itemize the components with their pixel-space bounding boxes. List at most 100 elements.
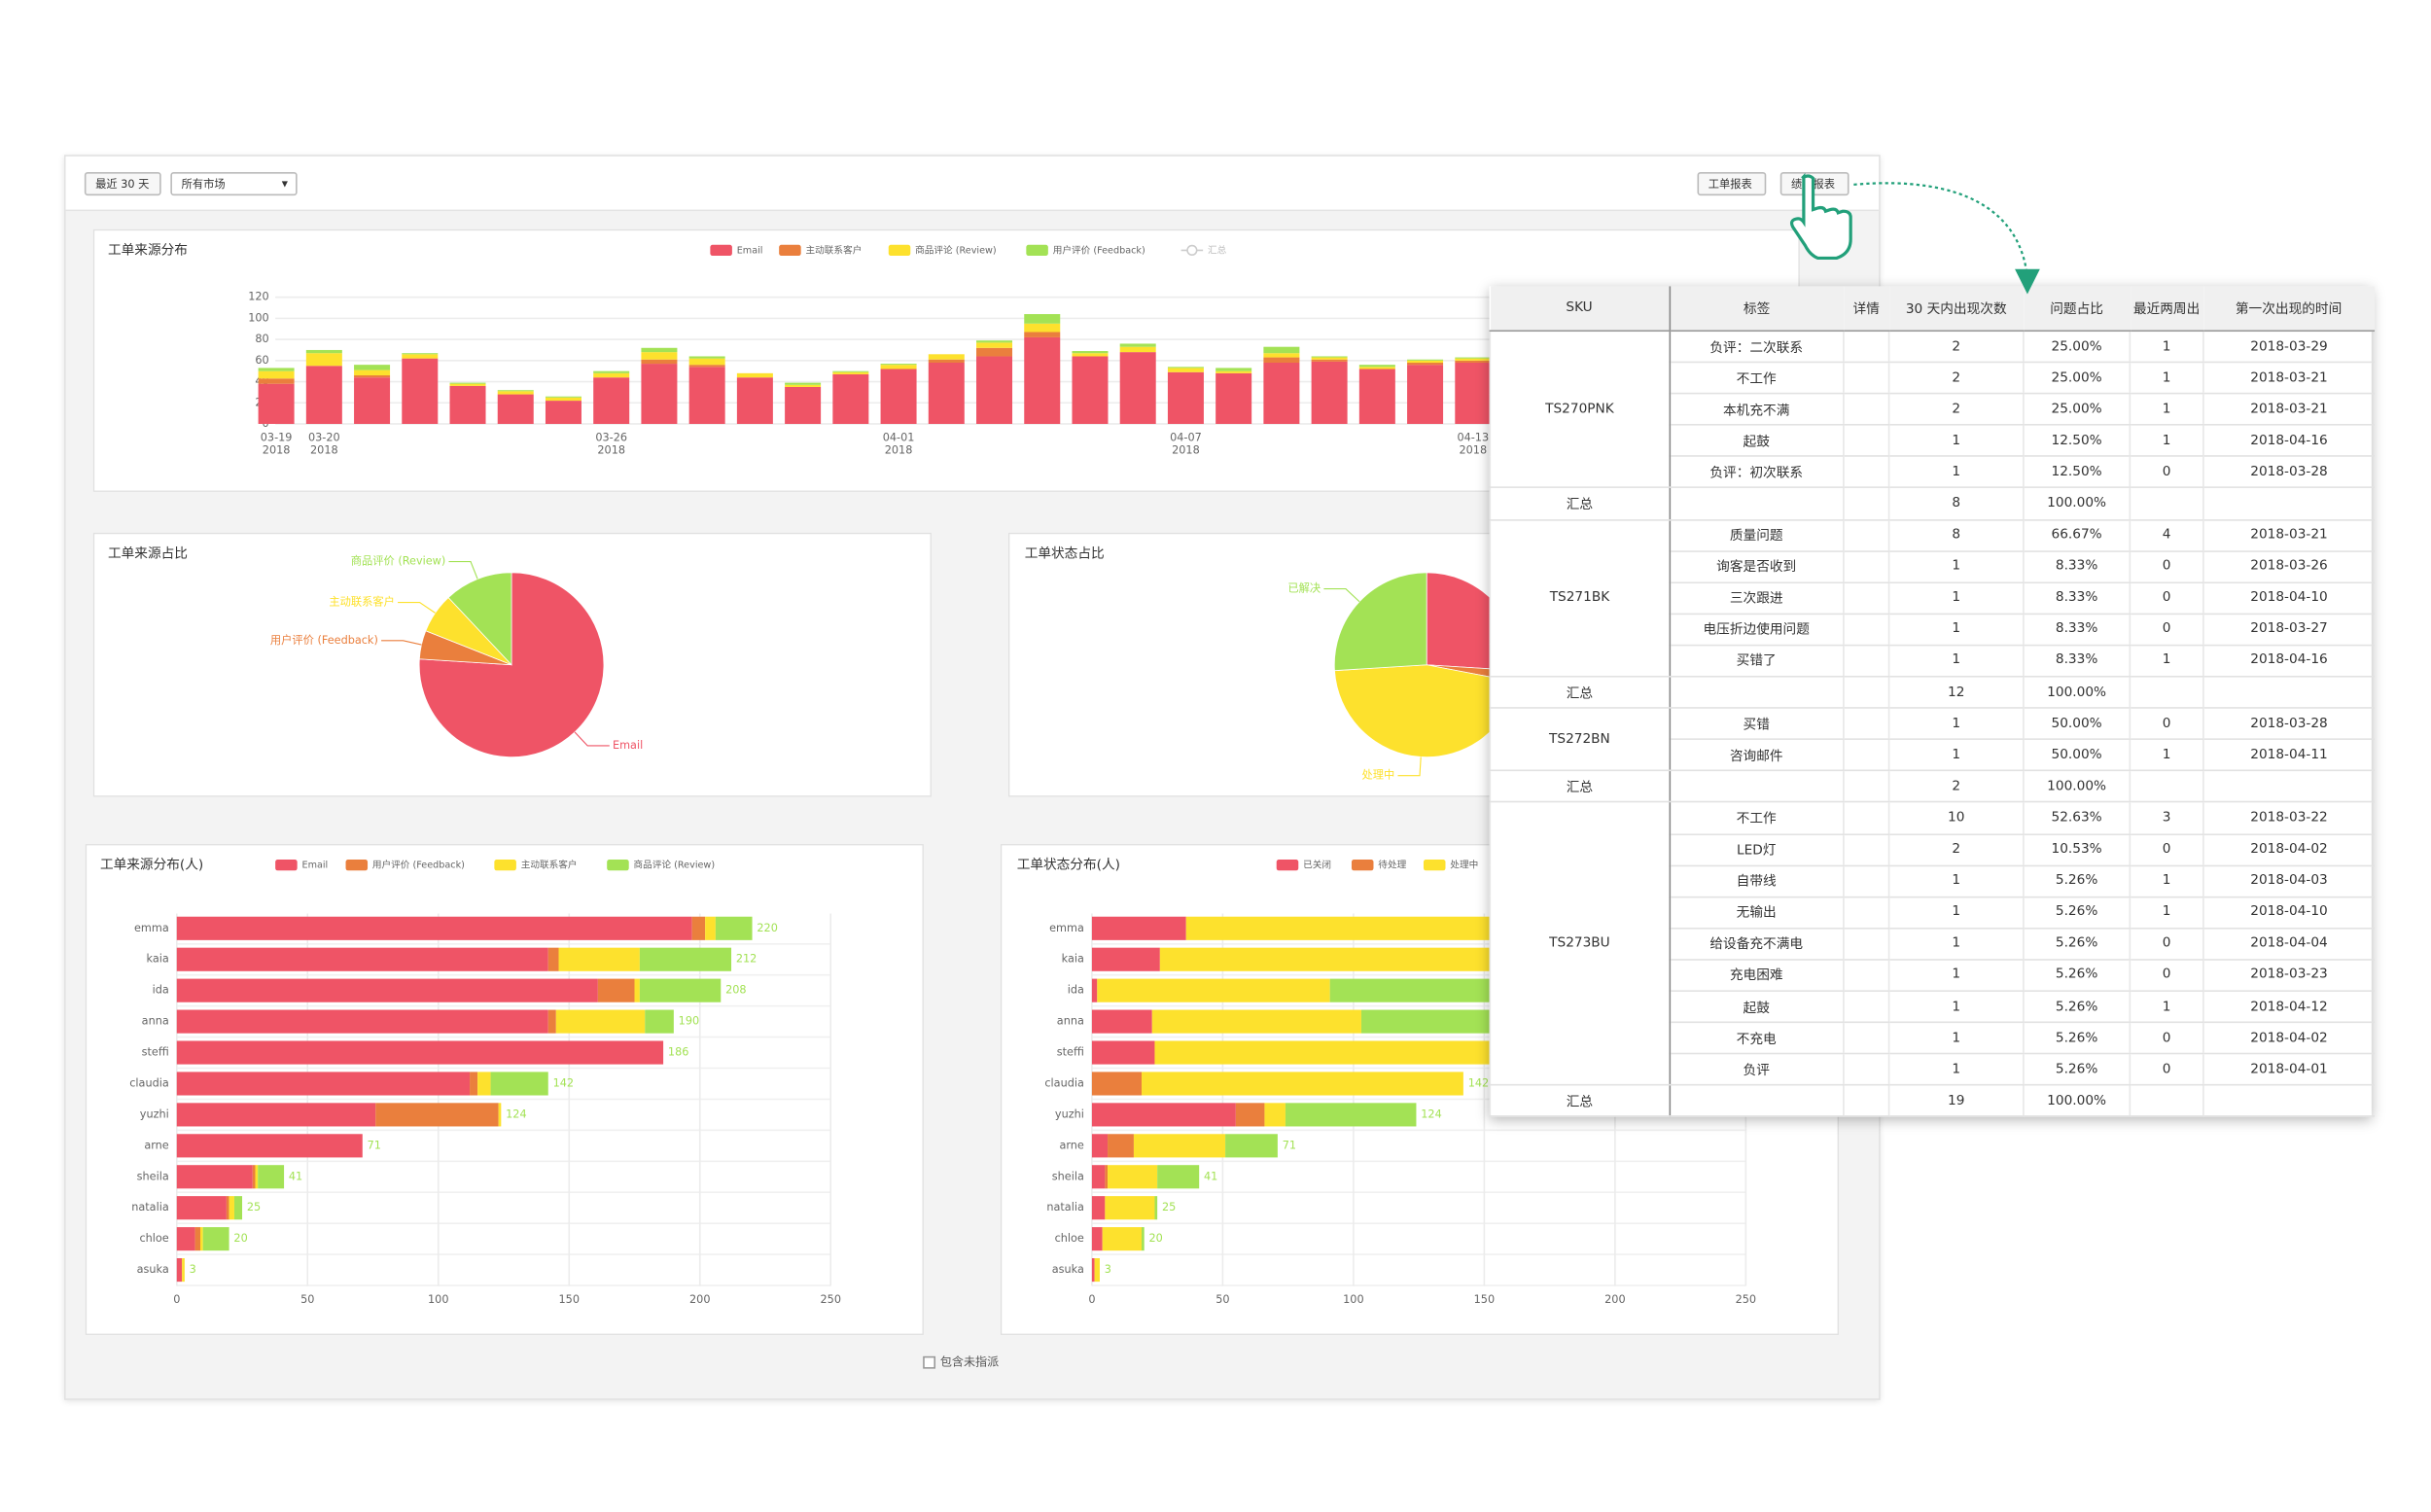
legend-swatch [494, 860, 516, 871]
bar-segment [1072, 351, 1109, 354]
first-seen-cell: 2018-03-22 [2202, 802, 2375, 835]
tag-cell: 买错 [1668, 708, 1844, 741]
detail-cell [1843, 802, 1889, 835]
x-tick-sublabel: 2018 [885, 443, 913, 456]
bar-segment [545, 397, 581, 402]
bar-segment [252, 1165, 256, 1189]
recent-cell: 0 [2129, 614, 2203, 647]
report-table: SKU 标签 详情 30 天内出现次数 问题占比 最近两周出 第一次出现的时间 TS270PN… [1489, 286, 2375, 1118]
bar-segment [1091, 1227, 1103, 1251]
tag-cell: 咨询邮件 [1668, 739, 1844, 772]
chart-title: 工单来源分布 [108, 242, 188, 258]
include-unassigned[interactable]: 包含未指派 [923, 1354, 999, 1371]
share-cell: 25.00% [2023, 331, 2131, 364]
tag-cell: 买错了 [1668, 645, 1844, 678]
bar-segment [194, 1227, 200, 1251]
bar-segment [1263, 357, 1300, 363]
y-tick-label: yuzhi [140, 1108, 169, 1120]
bar-segment [1311, 357, 1348, 360]
share-cell: 8.33% [2023, 581, 2131, 615]
bar-segment [1133, 1134, 1226, 1158]
bar-segment [832, 370, 869, 372]
table-row: 不工作 2 25.00% 1 2018-03-21 [1490, 362, 2375, 395]
total-label: 20 [1149, 1232, 1163, 1245]
bar-segment [593, 370, 630, 373]
bar-segment [1263, 353, 1300, 358]
bar-segment [1235, 1103, 1265, 1127]
bar-segment [639, 947, 732, 971]
table-row: TS271BK 质量问题 8 66.67% 4 2018-03-21 [1489, 519, 2375, 678]
total-share: 100.00% [2023, 487, 2131, 521]
market-select[interactable]: 所有市场 ▼ [170, 171, 298, 196]
recent-cell: 1 [2129, 393, 2203, 427]
column-header: 详情 [1843, 286, 1889, 333]
y-tick-label: sheila [1052, 1170, 1084, 1182]
bar-segment [645, 1009, 674, 1034]
detail-cell [1843, 1053, 1889, 1086]
sku-cell: TS271BK [1489, 519, 1671, 678]
y-tick-label: ida [1068, 984, 1084, 997]
bar-segment [354, 369, 391, 376]
bar-segment [688, 356, 725, 359]
total-label: 71 [368, 1139, 381, 1151]
tag-cell: 充电困难 [1668, 959, 1844, 992]
first-seen-cell: 2018-03-23 [2202, 959, 2375, 992]
table-row: 电压折边使用问题 1 8.33% 0 2018-03-27 [1490, 614, 2375, 647]
table-row: 起鼓 1 12.50% 1 2018-04-16 [1490, 425, 2375, 458]
slice-label: 主动联系客户 [329, 595, 395, 609]
checkbox[interactable] [923, 1355, 936, 1369]
count-cell: 2 [1887, 331, 2024, 364]
share-cell: 50.00% [2023, 739, 2131, 772]
total-label: 220 [757, 922, 777, 934]
bar-segment [1225, 1134, 1278, 1158]
bar-segment [1142, 1227, 1145, 1251]
total-count: 12 [1887, 676, 2024, 709]
bar-segment [715, 916, 753, 940]
report-button[interactable]: 工单报表 [1697, 171, 1767, 196]
recent-cell: 1 [2129, 362, 2203, 395]
x-tick-label: 03-19 [261, 431, 293, 443]
y-tick-label: sheila [137, 1170, 169, 1182]
tag-cell: 本机充不满 [1668, 393, 1844, 427]
x-tick-label: 250 [1736, 1293, 1756, 1306]
bar-segment [1091, 978, 1098, 1002]
bar-segment [176, 947, 548, 971]
y-tick-label: 120 [248, 291, 268, 303]
share-cell: 5.26% [2023, 897, 2131, 930]
count-cell: 1 [1887, 645, 2024, 678]
first-seen-cell: 2018-04-02 [2202, 833, 2375, 866]
bar-segment [229, 1196, 234, 1220]
share-cell: 12.50% [2023, 425, 2131, 458]
legend-label: 用户评价 (Feedback) [372, 860, 465, 871]
bar-segment [402, 354, 439, 359]
first-seen-cell: 2018-03-21 [2202, 393, 2375, 427]
first-seen-cell: 2018-04-16 [2202, 645, 2375, 678]
tag-cell [1668, 1085, 1844, 1118]
bar-segment [477, 1072, 491, 1096]
bar-segment [176, 1072, 471, 1096]
y-tick-label: claudia [1044, 1076, 1084, 1089]
count-cell: 1 [1887, 581, 2024, 615]
total-row: 汇总 2 100.00% [1489, 770, 2375, 803]
legend-label: 主动联系客户 [806, 244, 863, 256]
first-seen-cell: 2018-04-02 [2202, 1022, 2375, 1055]
slice-label: 处理中 [1362, 769, 1395, 782]
bar-segment [928, 354, 965, 360]
share-cell: 10.53% [2023, 833, 2131, 866]
total-label: 25 [247, 1201, 261, 1213]
chart-title: 工单来源占比 [108, 545, 188, 561]
y-tick-label: natalia [1046, 1201, 1083, 1213]
bar-segment [305, 349, 342, 354]
tag-cell: 负评 [1668, 1053, 1844, 1086]
bar-segment [1216, 370, 1252, 373]
bar-segment [1072, 353, 1109, 357]
count-cell: 1 [1887, 614, 2024, 647]
period-button[interactable]: 最近 30 天 [84, 171, 161, 196]
bar-segment [641, 347, 678, 353]
bar-segment [1024, 332, 1061, 337]
share-cell: 12.50% [2023, 456, 2131, 489]
bar-segment [1102, 1227, 1143, 1251]
total-share: 100.00% [2023, 676, 2131, 709]
bar-segment [832, 373, 869, 424]
slice-label: 已解决 [1287, 581, 1321, 595]
